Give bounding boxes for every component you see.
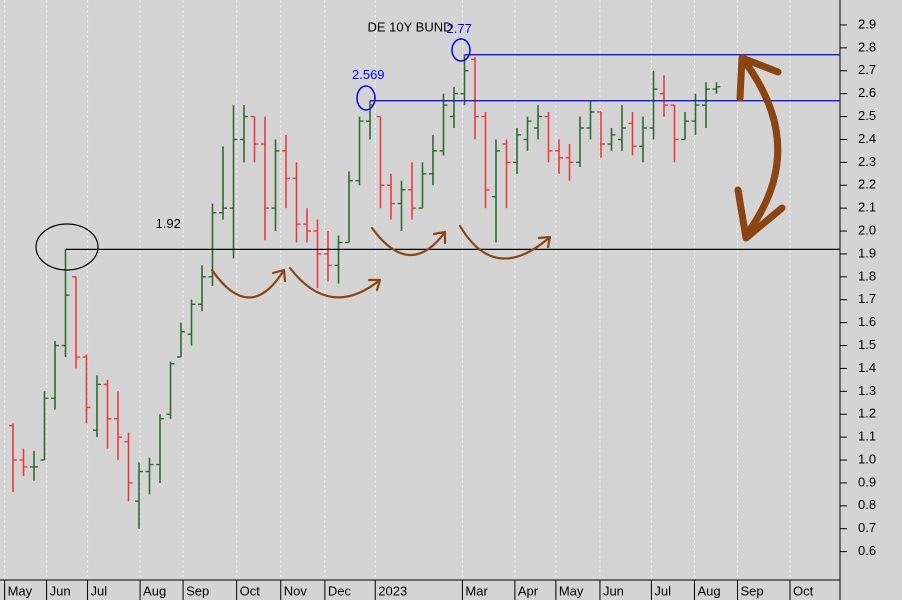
y-tick-label: 1.0 xyxy=(858,451,876,466)
y-tick-label: 2.2 xyxy=(858,177,876,192)
x-tick-label: Aug xyxy=(697,583,720,598)
x-tick-label: Sep xyxy=(186,583,209,598)
y-tick-label: 2.4 xyxy=(858,131,876,146)
x-tick-label: Aug xyxy=(143,583,166,598)
y-tick-label: 1.8 xyxy=(858,268,876,283)
annotation-shapes xyxy=(35,38,786,299)
x-tick-label: Dec xyxy=(328,583,352,598)
y-tick-label: 1.9 xyxy=(858,245,876,260)
x-tick-label: May xyxy=(8,583,33,598)
arrow xyxy=(741,58,782,239)
y-tick-label: 1.3 xyxy=(858,383,876,398)
circle xyxy=(356,85,376,111)
x-tick-label: Oct xyxy=(793,583,814,598)
bars xyxy=(9,54,721,529)
level-label: 2.77 xyxy=(447,21,472,36)
x-tick-label: Jul xyxy=(654,583,671,598)
y-tick-label: 1.6 xyxy=(858,314,876,329)
y-tick-label: 2.9 xyxy=(858,16,876,31)
overlays: 1.92 2.569 2.77 xyxy=(65,21,840,250)
y-tick-label: 2.6 xyxy=(858,85,876,100)
x-tick-label: Oct xyxy=(240,583,261,598)
x-tick-label: Apr xyxy=(518,583,539,598)
arrow-head xyxy=(734,186,786,242)
level-label: 1.92 xyxy=(156,216,181,231)
y-tick-label: 2.1 xyxy=(858,200,876,215)
arrow xyxy=(458,224,552,260)
double-arrow xyxy=(734,54,786,242)
y-tick-label: 1.1 xyxy=(858,429,876,444)
x-tick-label: Nov xyxy=(284,583,308,598)
circle xyxy=(451,38,471,62)
x-tick-label: Sep xyxy=(741,583,764,598)
y-tick-label: 2.0 xyxy=(858,222,876,237)
x-tick-label: Mar xyxy=(465,583,488,598)
chart-title: DE 10Y BUND xyxy=(367,19,452,34)
arrows xyxy=(210,224,552,299)
y-tick-label: 0.8 xyxy=(858,497,876,512)
y-tick-label: 1.4 xyxy=(858,360,876,375)
arrow xyxy=(210,268,287,299)
y-tick-label: 2.5 xyxy=(858,108,876,123)
x-tick-label: May xyxy=(559,583,584,598)
y-tick-label: 1.5 xyxy=(858,337,876,352)
y-tick-label: 2.3 xyxy=(858,154,876,169)
y-tick-label: 2.7 xyxy=(858,62,876,77)
level-label: 2.569 xyxy=(352,67,385,82)
y-tick-label: 0.6 xyxy=(858,543,876,558)
arrow xyxy=(370,226,447,257)
grid: 0.6 0.7 0.8 0.9 1.0 1.1 1.2 1.3 1.4 1.5 1.6 1.7 1.8 1… xyxy=(0,0,876,600)
y-tick-label: 0.7 xyxy=(858,520,876,535)
x-tick-label: Jul xyxy=(91,583,108,598)
x-tick-label: Jun xyxy=(50,583,71,598)
y-tick-label: 1.2 xyxy=(858,406,876,421)
x-tick-label: Jun xyxy=(603,583,624,598)
y-tick-label: 0.9 xyxy=(858,474,876,489)
y-tick-label: 1.7 xyxy=(858,291,876,306)
y-tick-label: 2.8 xyxy=(858,39,876,54)
circle xyxy=(35,223,99,271)
x-tick-label: 2023 xyxy=(378,583,407,598)
arrow xyxy=(288,266,382,299)
arrow-head xyxy=(736,54,782,102)
